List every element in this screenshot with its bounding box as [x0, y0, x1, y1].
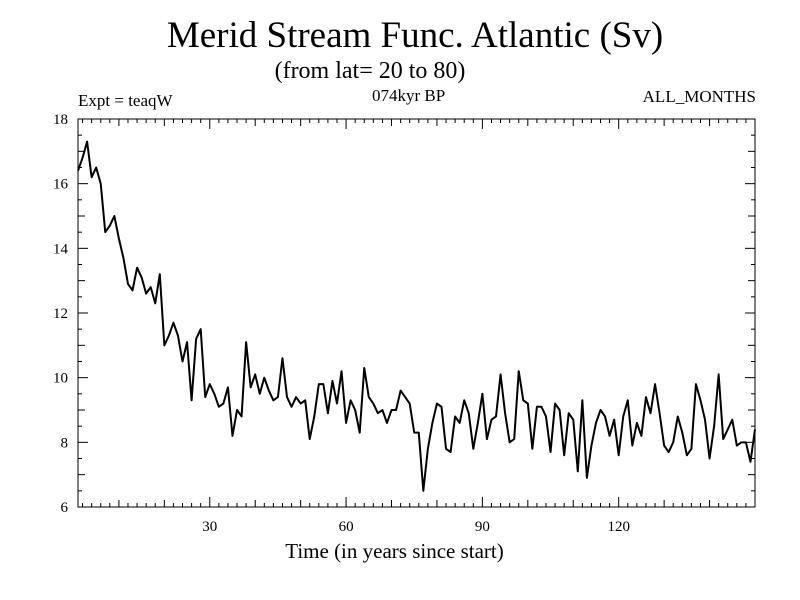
- y-tick-label: 18: [53, 112, 68, 128]
- x-tick-label: 90: [475, 519, 490, 535]
- y-tick-label: 10: [53, 371, 68, 387]
- months-label: ALL_MONTHS: [642, 87, 756, 106]
- y-tick-label: 16: [53, 177, 69, 193]
- plot-frame: [77, 118, 756, 508]
- x-tick-label: 60: [339, 519, 354, 535]
- x-tick-label: 30: [202, 519, 217, 535]
- experiment-label: Expt = teaqW: [78, 91, 173, 110]
- y-tick-label: 8: [61, 435, 69, 451]
- y-tick-label: 14: [53, 241, 69, 257]
- period-label: 074kyr BP: [372, 86, 446, 105]
- chart-title: Merid Stream Func. Atlantic (Sv): [166, 15, 664, 56]
- y-tick-label: 12: [53, 306, 68, 322]
- x-tick-label: 120: [607, 519, 630, 535]
- y-tick-label: 6: [61, 500, 69, 516]
- chart-subtitle: (from lat= 20 to 80): [274, 58, 466, 84]
- series-line: [77, 140, 756, 492]
- x-axis-label: Time (in years since start): [285, 539, 504, 563]
